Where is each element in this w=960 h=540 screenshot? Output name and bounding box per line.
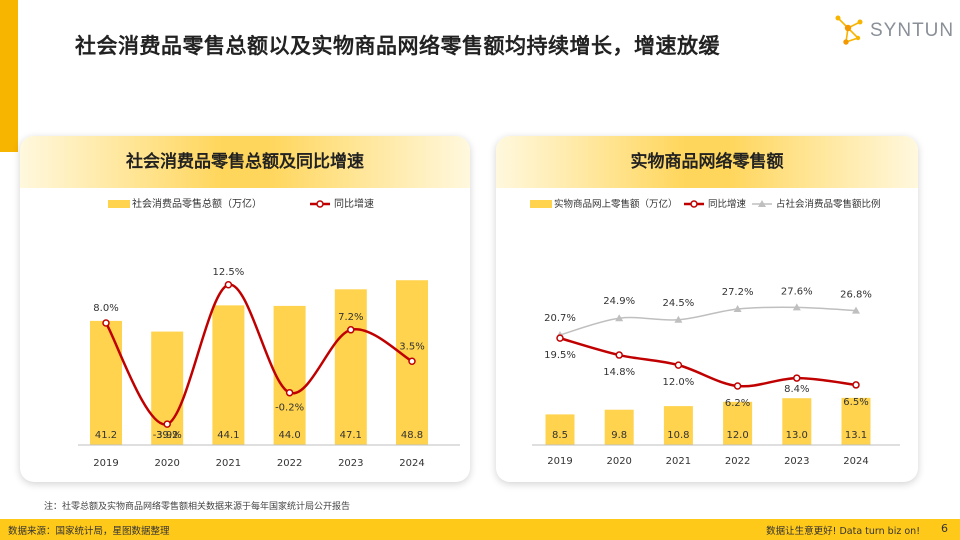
growth-label: 12.0% <box>663 377 695 388</box>
legend-label-growth: 同比增速 <box>708 198 747 210</box>
growth-point <box>408 357 416 365</box>
sales-bar-value: 41.2 <box>95 430 117 441</box>
growth-label: 19.5% <box>544 350 576 361</box>
legend-marker-growth <box>316 200 324 208</box>
accent-bar <box>0 0 18 152</box>
sales-bar-value: 39.2 <box>156 430 178 441</box>
x-tick-label: 2024 <box>399 458 424 469</box>
legend-label-online: 实物商品网上零售额（万亿） <box>554 198 678 210</box>
online-bar-value: 8.5 <box>552 430 568 441</box>
growth-point <box>556 334 564 342</box>
legend-swatch-sales <box>108 200 130 208</box>
sales-bar-value: 44.1 <box>217 430 239 441</box>
x-tick-label: 2022 <box>725 456 750 467</box>
share-label: 27.2% <box>722 287 754 298</box>
sales-bar <box>334 289 367 445</box>
x-tick-label: 2020 <box>154 458 179 469</box>
share-point <box>852 306 860 314</box>
sales-bar <box>90 320 122 445</box>
legend-label-share: 占社会消费品零售额比例 <box>776 198 881 210</box>
legend-marker-share <box>758 200 766 207</box>
growth-point <box>615 351 623 359</box>
share-line <box>559 306 857 336</box>
online-sales-card: 实物商品网络零售额 实物商品网上零售额（万亿） 同比增速 占社会消费品零售额比例 8.… <box>496 136 918 482</box>
x-tick-label: 2019 <box>547 456 572 467</box>
legend-marker-growth <box>690 200 698 208</box>
growth-point <box>347 326 355 334</box>
sales-bar-value: 44.0 <box>278 430 300 441</box>
x-tick-label: 2019 <box>93 458 118 469</box>
data-source: 数据来源：国家统计局，星图数据整理 <box>8 526 170 537</box>
growth-point <box>285 388 294 397</box>
growth-label: -0.2% <box>275 403 304 414</box>
online-bar-value: 12.0 <box>726 430 748 441</box>
footer-slogan: 数据让生意更好! Data turn biz on! <box>766 526 920 537</box>
sales-bar <box>151 331 184 445</box>
retail-sales-chart: 社会消费品零售总额（万亿） 同比增速 41.2 39.2 44.1 44.0 47.1 48.… <box>78 197 460 469</box>
share-point <box>615 314 624 322</box>
sales-bar-value: 47.1 <box>340 430 362 441</box>
share-label: 27.6% <box>781 286 813 297</box>
x-tick-label: 2021 <box>216 458 241 469</box>
logo: SYNTUN <box>832 10 955 54</box>
growth-label: 12.5% <box>213 267 245 278</box>
growth-label: -3.9% <box>153 430 182 441</box>
growth-point <box>163 420 171 428</box>
page-title: 社会消费品零售总额以及实物商品网络零售额均持续增长，增速放缓 <box>75 34 720 58</box>
sales-bar <box>273 305 306 445</box>
growth-point <box>102 319 110 327</box>
share-point <box>674 315 683 323</box>
growth-label: 6.2% <box>725 398 750 409</box>
share-label: 26.8% <box>840 290 872 301</box>
growth-label: 8.4% <box>784 384 809 395</box>
share-label: 24.5% <box>663 298 695 309</box>
retail-sales-card-title: 社会消费品零售总额及同比增速 <box>20 136 470 188</box>
online-bar-value: 10.8 <box>667 430 689 441</box>
legend-swatch-online <box>530 200 552 208</box>
legend-label-growth: 同比增速 <box>334 197 374 210</box>
online-sales-card-title: 实物商品网络零售额 <box>496 136 918 188</box>
page-number: 6 <box>941 522 948 535</box>
online-bar <box>604 409 634 445</box>
growth-label: 3.5% <box>399 341 424 352</box>
online-bar-value: 9.8 <box>611 430 627 441</box>
online-sales-chart: 实物商品网上零售额（万亿） 同比增速 占社会消费品零售额比例 8.5 9.8 10.8 12… <box>530 198 900 467</box>
growth-point <box>224 281 233 289</box>
share-label: 20.7% <box>544 313 576 324</box>
x-tick-label: 2022 <box>277 458 302 469</box>
x-tick-label: 2023 <box>784 456 809 467</box>
online-bar <box>663 406 693 445</box>
online-bar <box>545 414 575 445</box>
sales-bar-value: 48.8 <box>401 430 423 441</box>
online-bar-value: 13.1 <box>845 430 867 441</box>
footer-bar: 数据来源：国家统计局，星图数据整理 数据让生意更好! Data turn biz… <box>0 519 960 540</box>
growth-point <box>674 361 683 369</box>
share-label: 24.9% <box>603 296 635 307</box>
legend-label-sales: 社会消费品零售总额（万亿） <box>132 197 262 210</box>
growth-point <box>852 381 860 389</box>
online-bar <box>841 397 871 445</box>
growth-point <box>733 382 742 390</box>
growth-label: 8.0% <box>93 303 118 314</box>
share-point <box>792 303 801 311</box>
logo-text: SYNTUN <box>870 20 955 41</box>
x-tick-label: 2020 <box>606 456 631 467</box>
online-bar-value: 13.0 <box>786 430 808 441</box>
growth-point <box>793 374 801 382</box>
growth-label: 14.8% <box>603 367 635 378</box>
growth-line <box>559 336 857 388</box>
footnote: 注：社零总额及实物商品网络零售额相关数据来源于每年国家统计局公开报告 <box>44 502 351 512</box>
retail-sales-card: 社会消费品零售总额及同比增速 社会消费品零售总额（万亿） 同比增速 41.2 39.2… <box>20 136 470 482</box>
growth-label: 6.5% <box>843 397 868 408</box>
share-point <box>733 305 742 312</box>
sales-bar <box>212 305 245 445</box>
online-bar <box>782 398 812 445</box>
x-tick-label: 2024 <box>843 456 868 467</box>
x-tick-label: 2023 <box>338 458 363 469</box>
growth-label: 7.2% <box>338 312 363 323</box>
logo-icon <box>835 15 863 45</box>
online-bar <box>723 401 753 445</box>
x-tick-label: 2021 <box>666 456 691 467</box>
